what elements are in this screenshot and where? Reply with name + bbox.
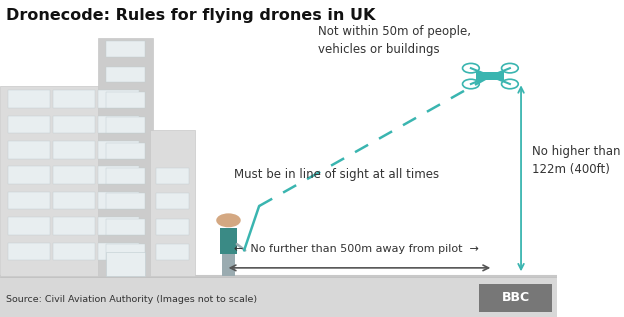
Bar	[106, 67, 145, 82]
Text: BBC: BBC	[502, 291, 530, 305]
Bar	[150, 130, 195, 276]
Bar	[477, 72, 504, 80]
Bar	[8, 166, 50, 184]
Text: Must be in line of sight at all times: Must be in line of sight at all times	[234, 168, 439, 181]
Bar	[53, 90, 95, 108]
Bar	[97, 141, 139, 158]
Bar	[97, 166, 139, 184]
Bar	[156, 193, 190, 209]
Bar	[106, 143, 145, 158]
Text: Source: Civil Aviation Authority (Images not to scale): Source: Civil Aviation Authority (Images…	[6, 295, 256, 304]
Bar	[8, 217, 50, 235]
Bar	[479, 284, 552, 312]
Bar	[0, 277, 557, 317]
Bar	[8, 116, 50, 133]
Bar	[53, 166, 95, 184]
Text: Not within 50m of people,
vehicles or buildings: Not within 50m of people, vehicles or bu…	[318, 25, 470, 56]
Bar	[0, 86, 150, 276]
Bar	[8, 90, 50, 108]
Bar	[53, 141, 95, 158]
Bar	[53, 217, 95, 235]
Bar	[156, 244, 190, 260]
Bar	[106, 244, 145, 260]
Bar	[53, 116, 95, 133]
Bar	[8, 192, 50, 209]
Bar	[97, 90, 139, 108]
Bar	[53, 243, 95, 260]
Bar	[106, 193, 145, 209]
Text: No higher than
122m (400ft): No higher than 122m (400ft)	[532, 145, 621, 176]
Bar	[106, 219, 145, 235]
Bar	[97, 116, 139, 133]
Bar	[156, 168, 190, 184]
Bar	[97, 217, 139, 235]
Bar	[106, 41, 145, 57]
Bar	[106, 117, 145, 133]
Bar	[97, 38, 154, 276]
Bar	[106, 168, 145, 184]
Bar	[53, 192, 95, 209]
Bar	[156, 219, 190, 235]
Bar	[97, 243, 139, 260]
Bar	[106, 92, 145, 108]
Bar	[106, 252, 145, 276]
Bar	[8, 141, 50, 158]
Bar	[222, 254, 235, 276]
Text: ←  No further than 500m away from pilot  →: ← No further than 500m away from pilot →	[234, 243, 479, 254]
Bar	[8, 243, 50, 260]
Circle shape	[217, 213, 241, 227]
Bar	[97, 192, 139, 209]
Bar	[220, 228, 237, 254]
Text: Dronecode: Rules for flying drones in UK: Dronecode: Rules for flying drones in UK	[6, 8, 375, 23]
